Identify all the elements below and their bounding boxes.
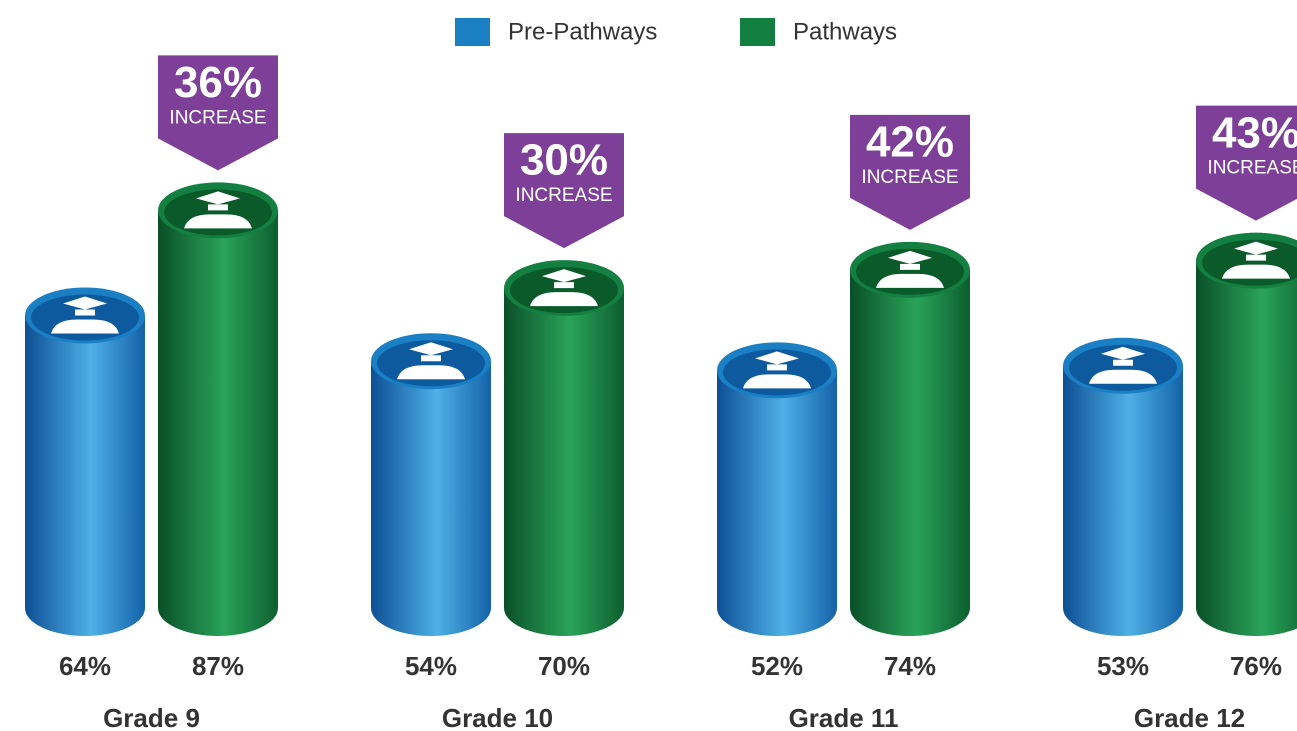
bar-body: [371, 361, 491, 608]
bar-body: [504, 288, 624, 608]
increase-value: 42%: [866, 117, 954, 166]
category-label: Grade 10: [442, 703, 553, 731]
value-label: 64%: [59, 651, 111, 681]
increase-banner: [850, 114, 970, 230]
bar: [850, 241, 970, 636]
category-label: Grade 12: [1134, 703, 1245, 731]
bar-body: [25, 315, 145, 608]
value-label: 70%: [538, 651, 590, 681]
increase-text: INCREASE: [1207, 158, 1297, 179]
increase-value: 43%: [1212, 108, 1297, 157]
category-label: Grade 9: [103, 703, 200, 731]
graduate-icon: [530, 269, 598, 307]
graduate-icon: [743, 351, 811, 389]
bar-body: [1063, 365, 1183, 608]
legend-label: Pre-Pathways: [508, 18, 657, 45]
increase-text: INCREASE: [169, 107, 266, 128]
graduate-icon: [1089, 346, 1157, 384]
legend-label: Pathways: [793, 18, 897, 45]
legend-swatch: [455, 18, 490, 46]
category-label: Grade 11: [789, 703, 899, 731]
bar: [504, 260, 624, 636]
bar-body: [158, 210, 278, 608]
increase-value: 36%: [174, 58, 262, 107]
bar: [371, 333, 491, 636]
value-label: 74%: [884, 651, 936, 681]
bar-body: [850, 269, 970, 608]
bar: [158, 182, 278, 636]
increase-text: INCREASE: [515, 185, 612, 206]
value-label: 76%: [1230, 651, 1282, 681]
value-label: 53%: [1097, 651, 1149, 681]
value-label: 54%: [405, 651, 457, 681]
bar: [1196, 232, 1297, 636]
increase-value: 30%: [520, 136, 608, 185]
value-label: 52%: [751, 651, 803, 681]
graduate-icon: [876, 250, 944, 288]
increase-banner: [1196, 105, 1297, 221]
increase-banner: [158, 55, 278, 171]
graduate-icon: [1222, 241, 1290, 279]
bar: [25, 287, 145, 636]
bar: [1063, 337, 1183, 636]
increase-banner: [504, 133, 624, 249]
increase-text: INCREASE: [861, 167, 958, 188]
bar-body: [717, 370, 837, 608]
bar-body: [1196, 260, 1297, 608]
graduate-icon: [397, 342, 465, 380]
bar: [717, 342, 837, 636]
legend-swatch: [740, 18, 775, 46]
graduate-icon: [184, 191, 252, 229]
value-label: 87%: [192, 651, 244, 681]
graduate-icon: [51, 296, 119, 334]
